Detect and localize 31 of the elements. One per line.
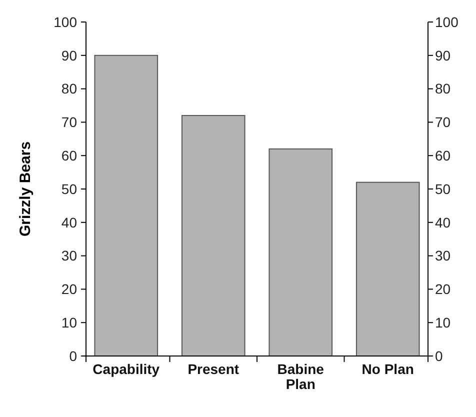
y2-tick-label: 0: [435, 348, 443, 364]
y-tick-label: 70: [61, 114, 78, 130]
y-tick-label: 0: [69, 348, 78, 364]
bar: [356, 182, 420, 356]
y2-tick-label: 20: [435, 281, 451, 298]
y2-tick-label: 30: [435, 248, 451, 264]
x-tick-label: Present: [188, 361, 240, 377]
y2-tick-label: 40: [435, 214, 451, 230]
y-tick-label: 10: [61, 314, 78, 330]
x-tick-label: No Plan: [362, 361, 414, 377]
y2-tick-label: 90: [435, 47, 451, 64]
y-tick-label: 90: [61, 47, 78, 64]
y2-tick-label: 10: [435, 314, 451, 330]
y2-tick-label: 80: [435, 80, 451, 97]
y2-tick-label: 60: [435, 148, 451, 164]
y-tick-label: 60: [61, 148, 78, 164]
y2-tick-label: 100: [435, 14, 459, 30]
y-tick-label: 100: [54, 14, 78, 30]
bar: [181, 115, 246, 356]
y-tick-label: 30: [61, 248, 78, 264]
y-axis-title: Grizzly Bears: [17, 141, 34, 237]
y-tick-label: 50: [61, 180, 78, 197]
y-tick-label: 20: [61, 281, 78, 298]
y2-tick-label: 70: [435, 114, 451, 130]
y-tick-label: 40: [61, 214, 78, 230]
x-tick-label: Capability: [92, 361, 160, 377]
y-tick-label: 80: [61, 80, 78, 97]
x-tick-label: Babine Plan: [277, 361, 324, 392]
y2-tick-label: 50: [435, 180, 451, 197]
bar: [94, 54, 158, 356]
bar: [268, 148, 333, 356]
